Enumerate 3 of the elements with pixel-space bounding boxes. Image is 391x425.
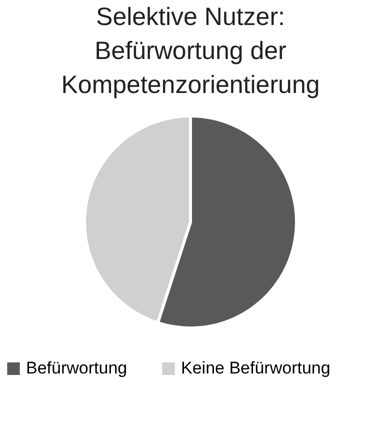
legend-label: Befürwortung (26, 358, 128, 378)
chart-title: Selektive Nutzer: Befürwortung der Kompetenzorientierung (61, 3, 320, 99)
legend-label: Keine Befürwortung (181, 358, 330, 378)
